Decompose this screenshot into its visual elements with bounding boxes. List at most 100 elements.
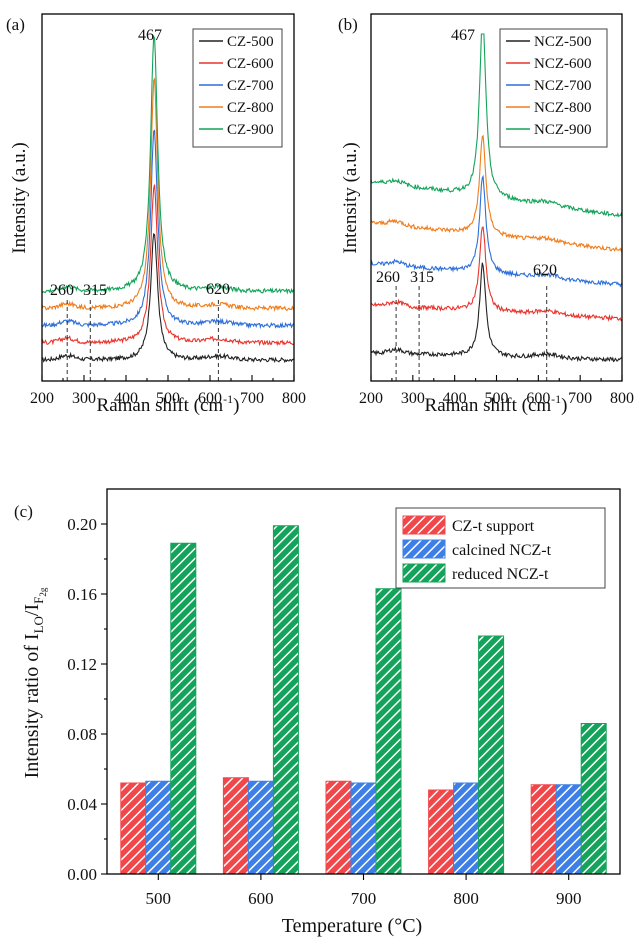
panel-c-label: (c) <box>14 502 33 521</box>
series-line-NCZ-600 <box>370 226 623 322</box>
panel-b-peak-label-467: 467 <box>451 27 475 44</box>
legend-label: calcined NCZ-t <box>452 542 552 559</box>
panel-c-y-axis-label: Intensity ratio of ILO/IF2g <box>21 587 48 778</box>
legend-label: CZ-500 <box>227 34 274 50</box>
series-line-NCZ-500 <box>370 262 623 363</box>
series-line-NCZ-800 <box>371 134 623 253</box>
x-tick-label: 700 <box>351 889 377 908</box>
panel-b-x-axis-label: Raman shift (cm-1) <box>425 392 568 416</box>
legend-label: NCZ-800 <box>534 100 592 116</box>
legend-swatch <box>402 539 446 559</box>
panel-b-legend-box <box>499 28 608 148</box>
series-line-NCZ-900 <box>370 33 623 218</box>
panel-a-peak-label-315: 315 <box>83 282 107 299</box>
panel-b-peak-label-620: 620 <box>533 262 557 279</box>
x-tick-label: 200 <box>359 390 383 407</box>
legend-label: NCZ-700 <box>534 78 592 94</box>
legend-label: NCZ-500 <box>534 34 592 50</box>
panel-b-series-lines <box>370 33 623 363</box>
panel-a-series-lines <box>41 34 295 364</box>
x-tick-label: 500 <box>485 390 509 407</box>
panel-b-label: (b) <box>338 15 358 34</box>
bar-calcined NCZ-t-600 <box>247 780 274 875</box>
legend-label: NCZ-600 <box>534 56 592 72</box>
panel-b-peak-label-315: 315 <box>410 269 434 286</box>
bar-CZ-t support-900 <box>530 784 557 875</box>
panel-b-y-axis-label: Intensity (a.u.) <box>340 142 361 253</box>
panel-b: (b) 200 300 400 500 600 700 800 467 260 315 62… <box>338 13 634 416</box>
bar-calcined NCZ-t-900 <box>555 784 582 875</box>
panel-b-dashed-lines <box>395 286 548 381</box>
legend-label: CZ-600 <box>227 56 274 72</box>
legend-swatch <box>402 515 446 535</box>
x-tick-label: 500 <box>146 889 172 908</box>
x-tick-label: 400 <box>114 390 138 407</box>
panel-a-y-axis-label: Intensity (a.u.) <box>9 142 30 253</box>
panel-b-legend: NCZ-500 NCZ-600 NCZ-700 NCZ-800 NCZ-900 <box>499 28 608 148</box>
bar-reduced NCZ-t-700 <box>375 588 402 875</box>
legend-label: CZ-700 <box>227 78 274 94</box>
bar-calcined NCZ-t-800 <box>453 782 480 875</box>
x-tick-label: 300 <box>401 390 425 407</box>
x-tick-label: 700 <box>240 390 264 407</box>
panel-c: (c) 0.00 0.04 0.08 0.12 0.16 0.20 500 600 700 80… <box>14 488 621 937</box>
panel-a-x-ticks: 200 300 400 500 600 700 800 <box>30 375 306 407</box>
panel-c-x-axis-label: Temperature (°C) <box>282 915 422 937</box>
x-tick-label: 800 <box>453 889 479 908</box>
x-tick-label: 700 <box>568 390 592 407</box>
panel-b-x-ticks: 200 300 400 500 600 700 800 <box>359 375 634 407</box>
legend-label: CZ-800 <box>227 100 274 116</box>
panel-b-peak-label-260: 260 <box>376 269 400 286</box>
bar-reduced NCZ-t-500 <box>170 542 197 875</box>
x-tick-label: 900 <box>556 889 582 908</box>
panel-a-legend-box <box>192 28 283 148</box>
y-tick-label: 0.04 <box>67 795 97 814</box>
x-tick-label: 800 <box>282 390 306 407</box>
x-tick-label: 300 <box>72 390 96 407</box>
x-tick-label: 200 <box>30 390 54 407</box>
panel-c-legend: CZ-t support calcined NCZ-t reduced NCZ-t <box>395 507 606 589</box>
legend-label: CZ-t support <box>452 518 535 535</box>
series-line-CZ-500 <box>41 232 295 364</box>
legend-label: reduced NCZ-t <box>452 566 549 583</box>
y-tick-label: 0.16 <box>67 585 97 604</box>
panel-a-legend: CZ-500 CZ-600 CZ-700 CZ-800 CZ-900 <box>192 28 283 148</box>
legend-label: CZ-900 <box>227 122 274 138</box>
panel-a: (a) 200 300 400 500 600 700 800 467 260 315 62… <box>6 13 306 416</box>
x-tick-label: 600 <box>198 390 222 407</box>
legend-swatch <box>402 563 446 583</box>
panel-a-x-axis-label: Raman shift (cm-1) <box>97 392 240 416</box>
bar-calcined NCZ-t-700 <box>350 782 377 875</box>
bar-CZ-t support-800 <box>428 789 455 875</box>
panel-c-x-ticks: 500 600 700 800 900 <box>146 874 582 908</box>
panel-c-y-ticks: 0.00 0.04 0.08 0.12 0.16 0.20 <box>67 515 107 884</box>
series-line-CZ-900 <box>41 34 295 295</box>
y-tick-label: 0.20 <box>67 515 97 534</box>
bar-CZ-t support-500 <box>120 782 147 875</box>
series-line-NCZ-700 <box>370 174 623 288</box>
panel-a-peak-label-260: 260 <box>50 282 74 299</box>
series-line-CZ-700 <box>41 129 295 330</box>
bar-calcined NCZ-t-500 <box>145 780 172 875</box>
series-line-CZ-600 <box>41 184 295 347</box>
panel-c-bars <box>120 525 607 875</box>
x-tick-label: 600 <box>526 390 550 407</box>
bar-CZ-t support-700 <box>325 780 352 875</box>
panel-a-label: (a) <box>6 15 25 34</box>
bar-CZ-t support-600 <box>222 777 249 875</box>
x-tick-label: 400 <box>443 390 467 407</box>
panel-a-peak-label-620: 620 <box>206 281 230 298</box>
y-tick-label: 0.12 <box>67 655 97 674</box>
bar-reduced NCZ-t-800 <box>478 635 505 875</box>
bar-reduced NCZ-t-900 <box>580 723 607 875</box>
x-tick-label: 600 <box>248 889 274 908</box>
y-tick-label: 0.08 <box>67 725 97 744</box>
panel-a-peak-label-467: 467 <box>138 27 162 44</box>
bar-reduced NCZ-t-600 <box>272 525 299 875</box>
x-tick-label: 500 <box>156 390 180 407</box>
legend-label: NCZ-900 <box>534 122 592 138</box>
x-tick-label: 800 <box>610 390 634 407</box>
series-line-CZ-800 <box>41 77 295 313</box>
y-tick-label: 0.00 <box>67 865 97 884</box>
